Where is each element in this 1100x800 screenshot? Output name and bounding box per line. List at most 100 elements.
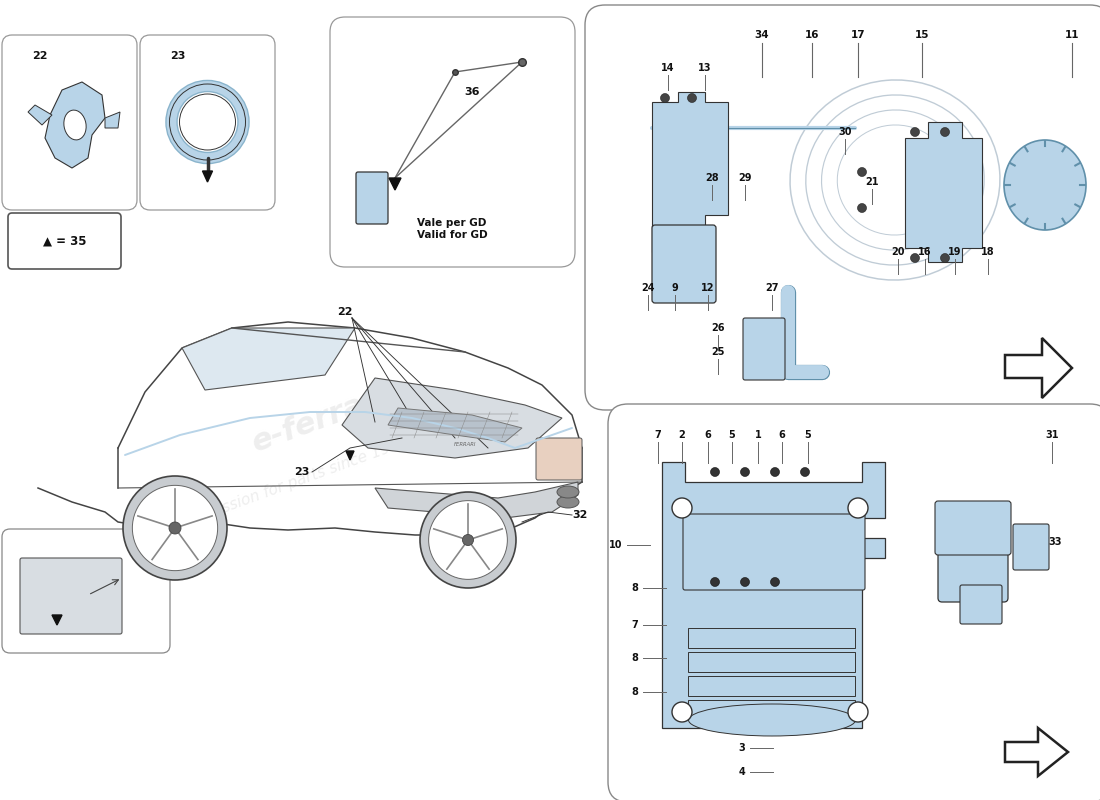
- Ellipse shape: [557, 486, 579, 498]
- Circle shape: [660, 94, 670, 102]
- Circle shape: [770, 467, 780, 477]
- FancyBboxPatch shape: [652, 225, 716, 303]
- Text: 28: 28: [705, 173, 718, 183]
- Text: 7: 7: [654, 430, 661, 440]
- Polygon shape: [104, 112, 120, 128]
- Polygon shape: [652, 92, 728, 252]
- Text: a passion for parts since 1998: a passion for parts since 1998: [189, 434, 411, 526]
- FancyBboxPatch shape: [8, 213, 121, 269]
- Text: 3: 3: [738, 743, 745, 753]
- Text: 17: 17: [850, 30, 866, 40]
- Ellipse shape: [64, 110, 86, 140]
- Text: 24: 24: [641, 283, 654, 293]
- Text: 14: 14: [661, 63, 674, 73]
- Text: 8: 8: [631, 653, 638, 663]
- Text: 23: 23: [295, 467, 310, 477]
- Circle shape: [711, 578, 719, 586]
- Circle shape: [911, 254, 920, 262]
- Text: 34: 34: [755, 30, 769, 40]
- Polygon shape: [662, 462, 886, 728]
- Circle shape: [169, 522, 182, 534]
- Polygon shape: [342, 378, 562, 458]
- Ellipse shape: [689, 704, 856, 736]
- Circle shape: [740, 578, 749, 586]
- Text: 16: 16: [805, 30, 820, 40]
- Text: 27: 27: [766, 283, 779, 293]
- Text: 9: 9: [672, 283, 679, 293]
- Text: 4: 4: [738, 767, 745, 777]
- FancyBboxPatch shape: [330, 17, 575, 267]
- FancyBboxPatch shape: [356, 172, 388, 224]
- FancyBboxPatch shape: [2, 35, 138, 210]
- Polygon shape: [1005, 338, 1072, 398]
- Text: 10: 10: [608, 540, 622, 550]
- Circle shape: [858, 167, 867, 177]
- Text: 16: 16: [918, 247, 932, 257]
- Text: 26: 26: [712, 323, 725, 333]
- Text: 23: 23: [170, 51, 186, 61]
- Polygon shape: [1005, 728, 1068, 776]
- Text: 30: 30: [838, 127, 851, 137]
- Circle shape: [672, 498, 692, 518]
- Polygon shape: [28, 105, 52, 125]
- Circle shape: [940, 254, 949, 262]
- Circle shape: [940, 127, 949, 137]
- FancyBboxPatch shape: [140, 35, 275, 210]
- FancyBboxPatch shape: [608, 404, 1100, 800]
- Circle shape: [801, 467, 810, 477]
- Text: e-ferrari: e-ferrari: [248, 382, 393, 458]
- Text: 21: 21: [866, 177, 879, 187]
- Text: 13: 13: [698, 63, 712, 73]
- Polygon shape: [375, 482, 578, 518]
- Polygon shape: [182, 328, 355, 390]
- Text: 8: 8: [631, 687, 638, 697]
- Text: 2: 2: [679, 430, 685, 440]
- Text: 33: 33: [1048, 537, 1062, 547]
- Circle shape: [688, 94, 696, 102]
- Polygon shape: [688, 652, 855, 672]
- Polygon shape: [688, 628, 855, 648]
- Text: 7: 7: [631, 620, 638, 630]
- FancyBboxPatch shape: [20, 558, 122, 634]
- FancyBboxPatch shape: [938, 506, 1008, 602]
- Circle shape: [911, 127, 920, 137]
- Text: 36: 36: [464, 87, 480, 97]
- Circle shape: [848, 498, 868, 518]
- Polygon shape: [688, 676, 855, 696]
- Polygon shape: [688, 700, 855, 720]
- Polygon shape: [388, 408, 522, 442]
- Text: 25: 25: [712, 347, 725, 357]
- Polygon shape: [346, 451, 354, 460]
- Polygon shape: [52, 615, 62, 625]
- Text: 5: 5: [804, 430, 812, 440]
- Text: 20: 20: [891, 247, 904, 257]
- Polygon shape: [905, 122, 982, 262]
- Text: 22: 22: [32, 51, 47, 61]
- Circle shape: [770, 578, 780, 586]
- Text: 12: 12: [702, 283, 715, 293]
- Text: 22: 22: [338, 307, 353, 317]
- Text: 8: 8: [631, 583, 638, 593]
- Polygon shape: [389, 178, 402, 190]
- FancyBboxPatch shape: [536, 438, 582, 480]
- Circle shape: [672, 702, 692, 722]
- FancyBboxPatch shape: [935, 501, 1011, 555]
- FancyBboxPatch shape: [1013, 524, 1049, 570]
- FancyBboxPatch shape: [742, 318, 785, 380]
- Text: 11: 11: [1065, 30, 1079, 40]
- Ellipse shape: [1004, 140, 1086, 230]
- FancyBboxPatch shape: [683, 514, 865, 590]
- Text: FERRARI: FERRARI: [454, 442, 476, 447]
- Text: 6: 6: [779, 430, 785, 440]
- FancyBboxPatch shape: [960, 585, 1002, 624]
- Circle shape: [858, 203, 867, 213]
- Circle shape: [848, 702, 868, 722]
- Text: 31: 31: [1045, 430, 1058, 440]
- Text: 29: 29: [738, 173, 751, 183]
- Ellipse shape: [557, 496, 579, 508]
- Text: 19: 19: [948, 247, 961, 257]
- Circle shape: [123, 476, 227, 580]
- Polygon shape: [202, 171, 212, 182]
- Circle shape: [132, 486, 218, 570]
- Polygon shape: [45, 82, 104, 168]
